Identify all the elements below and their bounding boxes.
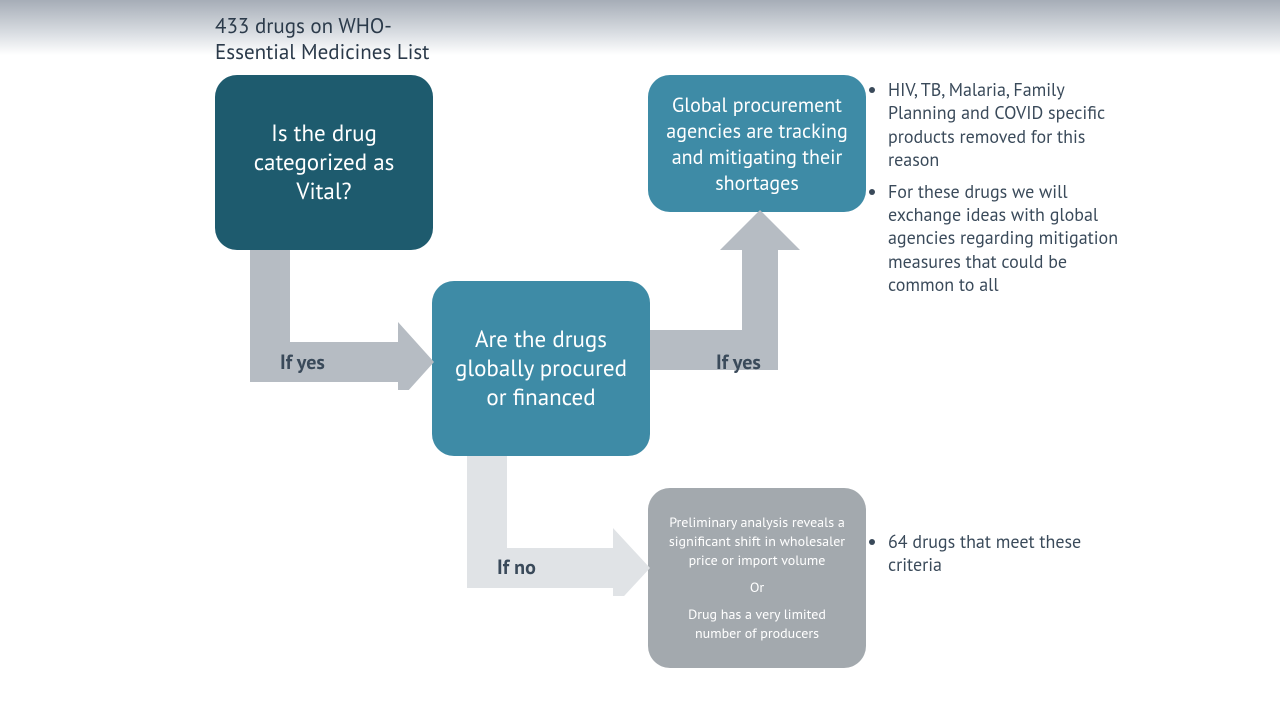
arrow-no — [465, 456, 650, 596]
arrow-yes2-label: If yes — [716, 349, 761, 375]
node-global: Global procurement agencies are tracking… — [648, 75, 866, 212]
bullet-top-1: For these drugs we will exchange ideas w… — [888, 180, 1130, 297]
header-title: 433 drugs on WHO- Essential Medicines Li… — [215, 13, 429, 66]
bullet-top-0: HIV, TB, Malaria, Family Planning and CO… — [888, 78, 1130, 172]
header-line1: 433 drugs on WHO- — [215, 13, 429, 39]
node-procured: Are the drugs globally procured or finan… — [432, 281, 650, 456]
node-vital-text: Is the drug categorized as Vital? — [233, 119, 415, 206]
node-analysis-or: Or — [750, 578, 764, 597]
node-analysis-line2: Drug has a very limited number of produc… — [666, 605, 848, 643]
bullets-bottom: 64 drugs that meet these criteria — [870, 530, 1090, 585]
arrow-yes1 — [248, 250, 434, 390]
bullet-bottom-0: 64 drugs that meet these criteria — [888, 530, 1090, 577]
node-analysis: Preliminary analysis reveals a significa… — [648, 488, 866, 668]
arrow-no-label: If no — [497, 554, 536, 580]
node-analysis-line1: Preliminary analysis reveals a significa… — [666, 513, 848, 570]
top-gradient-bar — [0, 0, 1280, 55]
header-line2: Essential Medicines List — [215, 39, 429, 65]
node-procured-text: Are the drugs globally procured or finan… — [450, 325, 632, 412]
node-global-text: Global procurement agencies are tracking… — [666, 92, 848, 196]
arrow-yes1-label: If yes — [280, 349, 325, 375]
node-vital: Is the drug categorized as Vital? — [215, 75, 433, 250]
bullets-top: HIV, TB, Malaria, Family Planning and CO… — [870, 78, 1130, 305]
